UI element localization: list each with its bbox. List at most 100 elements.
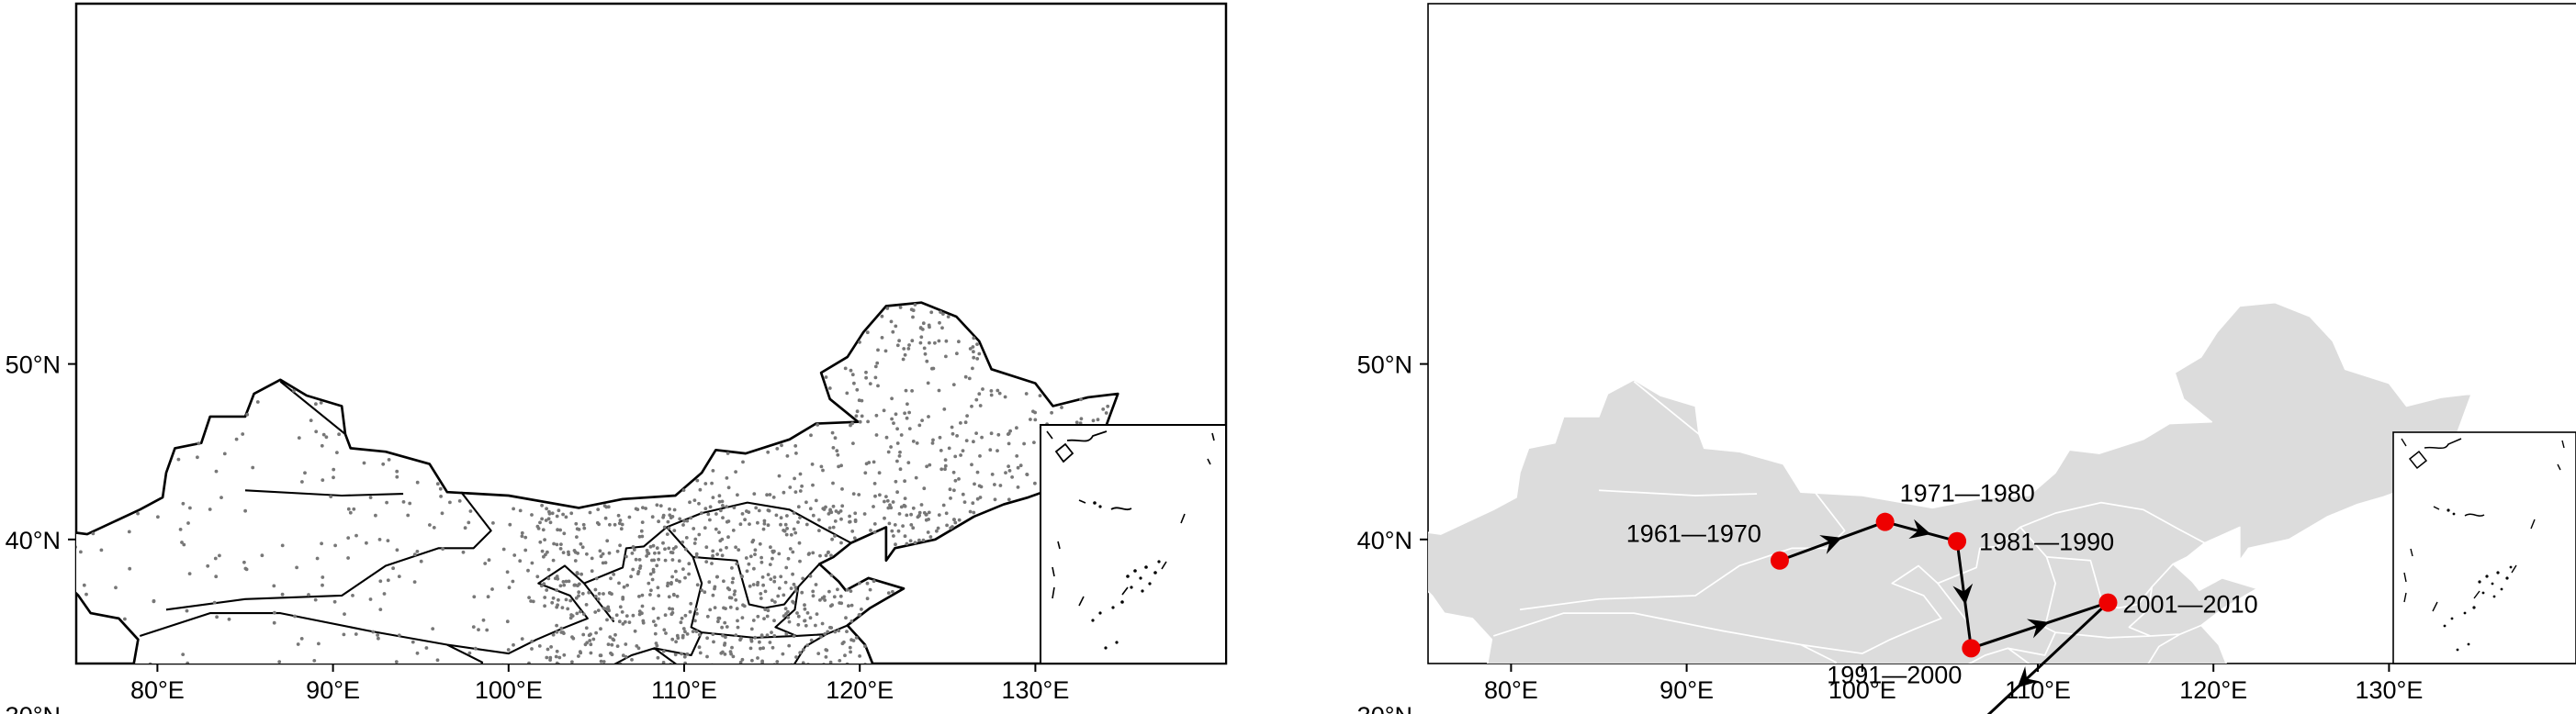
station-point [653,631,658,636]
station-point [904,388,908,393]
station-point [711,549,715,553]
station-point [1025,473,1029,476]
station-point [520,530,524,535]
station-point [970,404,973,408]
station-point [565,686,568,689]
station-point [793,444,798,448]
station-point [809,702,813,706]
station-point [584,603,589,607]
station-point [808,693,812,697]
station-point [535,524,540,529]
station-point [593,610,598,614]
station-point [831,446,836,450]
station-point [693,619,697,623]
station-point [783,694,787,697]
station-point [368,496,373,499]
station-point [975,357,980,361]
station-point [823,598,827,602]
station-point [91,531,96,536]
station-point [346,507,351,511]
station-point [783,522,788,527]
station-point [412,552,417,557]
station-point [760,575,765,579]
station-point [977,351,982,356]
station-point [477,628,480,631]
station-point [76,545,77,549]
station-point [858,710,861,714]
station-point [864,370,868,374]
station-point [386,539,390,542]
station-point [811,551,816,555]
station-point [617,521,622,526]
station-point [599,659,603,664]
station-point [886,591,891,595]
station-point [550,600,555,605]
station-point [738,660,743,664]
station-point [333,543,337,548]
station-point [768,563,772,566]
station-point [855,409,860,414]
station-point [889,445,893,449]
station-point [579,572,583,576]
station-point [872,505,875,508]
station-point [788,547,793,551]
station-point [765,614,770,619]
station-point [516,671,520,675]
x-tick-label: 120°E [826,676,894,704]
station-point [883,499,886,504]
station-point [730,645,734,650]
station-point [977,392,982,396]
station-point [559,688,563,692]
station-point [670,575,674,579]
station-point [747,510,751,514]
station-point [949,496,952,500]
station-point [784,532,789,537]
station-point [794,452,798,455]
station-point [875,361,880,365]
station-point [640,604,645,608]
station-point [989,393,994,397]
station-point [582,526,587,530]
station-point [79,550,83,554]
station-point [796,505,801,509]
station-point [616,513,621,518]
station-point [512,553,517,557]
station-point [905,541,909,546]
station-point [840,487,844,491]
station-point [718,548,723,552]
station-point [713,606,717,609]
station-point [471,625,476,629]
station-point [657,557,660,562]
station-point [689,516,693,520]
station-point [833,534,837,538]
station-point [763,608,768,611]
station-point [771,549,775,553]
station-point [713,709,716,713]
station-point [731,529,736,532]
station-point [612,573,616,576]
station-point [953,520,958,525]
station-point [626,675,630,679]
station-point [580,592,585,596]
station-point [572,583,577,587]
station-point [861,704,864,708]
station-point [918,326,923,329]
station-point [573,559,578,563]
station-point [540,549,545,553]
station-point [801,576,805,581]
station-point [972,350,975,354]
station-point [557,597,560,602]
station-point [728,605,733,609]
station-point [736,619,739,623]
station-point [757,673,760,676]
station-point [942,407,947,411]
station-point [724,607,727,610]
station-point [697,532,702,537]
station-point [756,686,759,690]
station-point [782,697,786,700]
station-point [662,628,667,632]
centroid-label: 2001—2010 [2122,591,2257,619]
station-point [1074,420,1079,425]
station-point [779,522,782,527]
station-point [555,630,559,634]
